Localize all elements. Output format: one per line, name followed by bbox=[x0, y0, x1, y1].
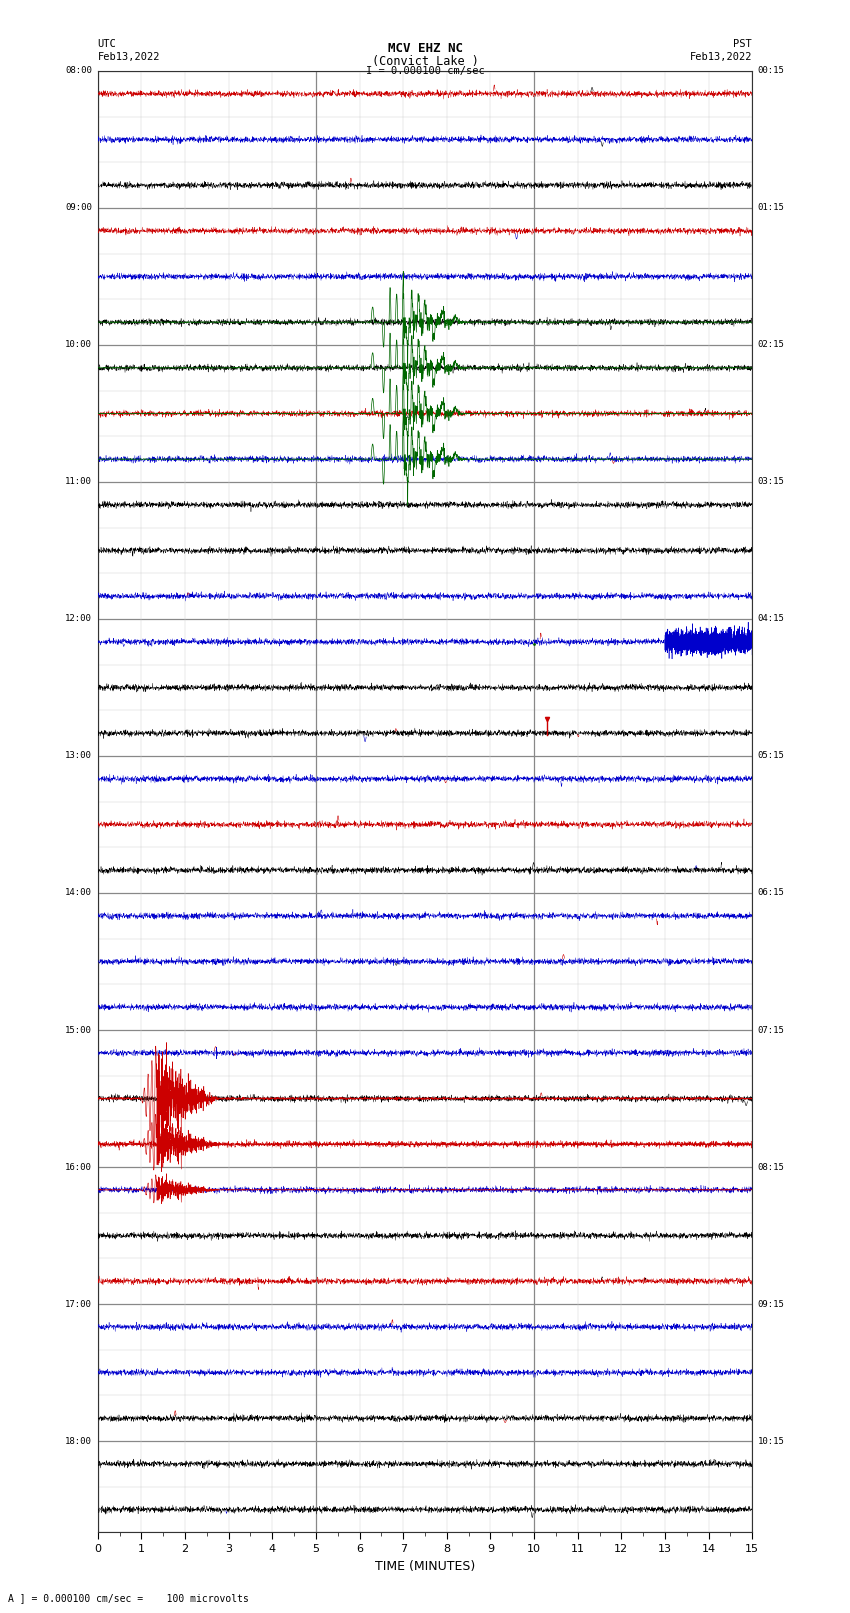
Text: 06:15: 06:15 bbox=[758, 889, 785, 897]
Text: Feb13,2022: Feb13,2022 bbox=[98, 52, 161, 61]
Text: 18:00: 18:00 bbox=[65, 1437, 92, 1445]
Text: A ] = 0.000100 cm/sec =    100 microvolts: A ] = 0.000100 cm/sec = 100 microvolts bbox=[8, 1594, 249, 1603]
Text: MCV EHZ NC: MCV EHZ NC bbox=[388, 42, 462, 55]
Text: 11:00: 11:00 bbox=[65, 477, 92, 487]
Text: 10:00: 10:00 bbox=[65, 340, 92, 350]
Text: UTC: UTC bbox=[98, 39, 116, 48]
Text: 05:15: 05:15 bbox=[758, 752, 785, 760]
X-axis label: TIME (MINUTES): TIME (MINUTES) bbox=[375, 1560, 475, 1573]
Text: (Convict Lake ): (Convict Lake ) bbox=[371, 55, 479, 68]
Text: PST: PST bbox=[734, 39, 752, 48]
Text: I = 0.000100 cm/sec: I = 0.000100 cm/sec bbox=[366, 66, 484, 76]
Text: 15:00: 15:00 bbox=[65, 1026, 92, 1034]
Text: 01:15: 01:15 bbox=[758, 203, 785, 213]
Text: Feb13,2022: Feb13,2022 bbox=[689, 52, 752, 61]
Text: 09:00: 09:00 bbox=[65, 203, 92, 213]
Text: 17:00: 17:00 bbox=[65, 1300, 92, 1308]
Text: 03:15: 03:15 bbox=[758, 477, 785, 487]
Text: 12:00: 12:00 bbox=[65, 615, 92, 624]
Text: 02:15: 02:15 bbox=[758, 340, 785, 350]
Text: 07:15: 07:15 bbox=[758, 1026, 785, 1034]
Text: 16:00: 16:00 bbox=[65, 1163, 92, 1171]
Text: 14:00: 14:00 bbox=[65, 889, 92, 897]
Text: 00:15: 00:15 bbox=[758, 66, 785, 76]
Text: 13:00: 13:00 bbox=[65, 752, 92, 760]
Text: 10:15: 10:15 bbox=[758, 1437, 785, 1445]
Text: 04:15: 04:15 bbox=[758, 615, 785, 624]
Text: 08:00: 08:00 bbox=[65, 66, 92, 76]
Text: 08:15: 08:15 bbox=[758, 1163, 785, 1171]
Text: 09:15: 09:15 bbox=[758, 1300, 785, 1308]
